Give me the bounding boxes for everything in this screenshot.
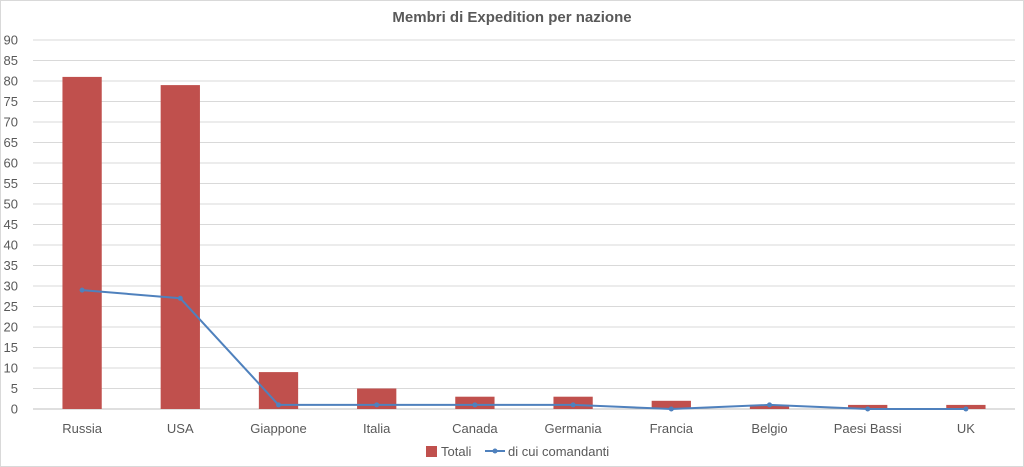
- x-tick-label: USA: [167, 421, 194, 436]
- y-tick-label: 55: [4, 176, 18, 191]
- x-tick-label: Russia: [62, 421, 103, 436]
- y-tick-label: 85: [4, 53, 18, 68]
- bar: [160, 85, 200, 409]
- line-point: [767, 402, 772, 408]
- y-tick-label: 65: [4, 135, 18, 150]
- line-point: [276, 402, 281, 408]
- y-tick-label: 25: [4, 299, 18, 314]
- y-tick-label: 80: [4, 74, 18, 89]
- y-tick-label: 15: [4, 340, 18, 355]
- x-tick-label: Germania: [545, 421, 603, 436]
- legend-marker-comandanti: [492, 448, 498, 454]
- legend-swatch-totali: [426, 446, 437, 457]
- bar: [62, 76, 102, 410]
- y-tick-label: 90: [4, 33, 18, 48]
- series-line: [82, 289, 966, 410]
- bar: [357, 388, 397, 409]
- y-axis: 0 5 10 15 20 25 30 35 40 45 50 55 60 65 70 75 80 85 90: [4, 33, 18, 417]
- x-tick-label: Francia: [650, 421, 694, 436]
- y-tick-label: 5: [11, 381, 18, 396]
- line-point: [865, 406, 871, 412]
- x-tick-label: UK: [957, 421, 975, 436]
- y-tick-label: 70: [4, 115, 18, 130]
- legend-label-totali: Totali: [441, 444, 471, 459]
- x-tick-label: Paesi Bassi: [834, 421, 902, 436]
- line-point: [472, 402, 478, 408]
- line-point: [570, 402, 576, 408]
- y-tick-label: 75: [4, 94, 18, 109]
- y-tick-label: 10: [4, 361, 18, 376]
- line-point: [963, 406, 969, 412]
- y-tick-label: 20: [4, 320, 18, 335]
- chart-title: Membri di Expedition per nazione: [392, 9, 631, 26]
- y-tick-label: 0: [11, 402, 18, 417]
- line-point: [79, 287, 85, 293]
- x-tick-label: Belgio: [751, 421, 787, 436]
- y-tick-label: 30: [4, 279, 18, 294]
- line-series: [79, 287, 969, 412]
- x-tick-label: Italia: [363, 421, 391, 436]
- legend: Totali di cui comandanti: [426, 444, 609, 459]
- x-axis: Russia USA Giappone Italia Canada Germania Fra…: [62, 421, 975, 436]
- x-tick-label: Canada: [452, 421, 498, 436]
- y-tick-label: 40: [4, 238, 18, 253]
- y-tick-label: 35: [4, 258, 18, 273]
- line-point: [177, 295, 183, 301]
- legend-label-comandanti: di cui comandanti: [508, 444, 609, 459]
- line-point: [374, 402, 380, 408]
- y-tick-label: 60: [4, 156, 18, 171]
- bar-series: [62, 76, 986, 410]
- y-tick-label: 45: [4, 217, 18, 232]
- line-point: [668, 406, 674, 412]
- y-tick-label: 50: [4, 197, 18, 212]
- bar: [651, 400, 691, 409]
- x-tick-label: Giappone: [250, 421, 306, 436]
